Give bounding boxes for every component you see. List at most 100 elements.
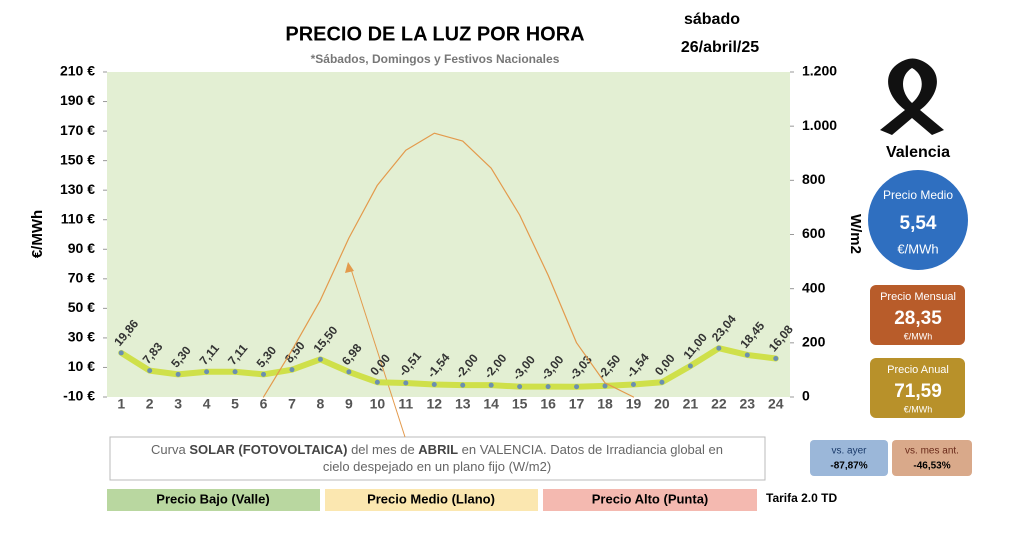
y-tick-label: 70 € [68,270,95,286]
x-tick-label: 13 [455,396,471,412]
price-marker [403,380,409,386]
ribbon-icon [880,58,944,135]
average-unit: €/MWh [897,241,938,256]
y2-tick-label: 400 [802,279,826,295]
y2-tick-label: 1.200 [802,63,837,79]
vs-yesterday-box [810,440,888,476]
band-label: Precio Alto (Punta) [592,491,709,506]
monthly-label: Precio Mensual [880,291,956,303]
x-tick-label: 1 [117,396,125,412]
chart-subtitle: *Sábados, Domingos y Festivos Nacionales [311,52,560,66]
x-tick-label: 18 [597,396,613,412]
yearly-box [870,358,965,418]
annotation-text: Curva [151,442,189,457]
y-tick-label: 210 € [60,63,95,79]
price-marker [431,382,437,388]
y-tick-label: 130 € [60,181,95,197]
vs-month-value: -46,53% [913,461,950,472]
price-marker [175,371,181,377]
y-tick-label: 50 € [68,299,95,315]
monthly-value: 28,35 [894,308,942,329]
price-line [118,345,779,390]
annotation-text: SOLAR (FOTOVOLTAICA) [189,442,347,457]
x-tick-label: 8 [317,396,325,412]
x-tick-label: 2 [146,396,154,412]
y-axis-label: €/MWh [29,210,46,258]
x-tick-label: 5 [231,396,239,412]
y2-tick-label: 0 [802,388,810,404]
city: Valencia [886,144,950,161]
y-tick-label: 90 € [68,240,95,256]
x-tick-label: 15 [512,396,528,412]
annotation: Curva SOLAR (FOTOVOLTAICA) del mes de AB… [151,442,723,474]
x-tick-label: 24 [768,396,784,412]
annotation-line: Curva SOLAR (FOTOVOLTAICA) del mes de AB… [151,442,723,457]
price-marker [374,379,380,385]
yearly-unit: €/MWh [904,404,933,414]
x-tick-label: 3 [174,396,182,412]
price-marker [602,383,608,389]
y2-tick-label: 800 [802,171,826,187]
price-marker [659,379,665,385]
date: 26/abril/25 [681,39,759,56]
y-tick-label: 190 € [60,92,95,108]
annotation-text: cielo despejado en un plano fijo (W/m2) [323,459,551,474]
price-marker [574,384,580,390]
vs-yesterday-label: vs. ayer [831,446,867,457]
x-tick-label: 6 [260,396,268,412]
average-value: 5,54 [900,213,937,234]
band-high [543,489,757,511]
vs-month-label: vs. mes ant. [905,446,959,457]
day: sábado [684,11,740,28]
y-tick-label: 150 € [60,151,95,167]
price-marker [346,369,352,375]
yearly-label: Precio Anual [887,364,949,376]
price-marker [147,368,153,374]
vs-yesterday-value: -87,87% [830,461,867,472]
average-label: Precio Medio [883,188,953,202]
annotation-text: ABRIL [418,442,458,457]
band-label: Precio Medio (Llano) [367,491,495,506]
price-marker [204,369,210,375]
x-tick-label: 17 [569,396,585,412]
plot-area [107,72,790,397]
arrow-head [345,262,354,273]
y-tick-label: -10 € [63,388,95,404]
band-mid [325,489,538,511]
y2-tick-label: 1.000 [802,117,837,133]
y-tick-label: 30 € [68,329,95,345]
y2-tick-label: 600 [802,225,826,241]
price-marker [232,369,238,375]
average-circle [868,170,968,270]
y-tick-label: 170 € [60,122,95,138]
price-marker [317,356,323,362]
y2-axis-label: W/m2 [847,214,864,254]
vs-month-box [892,440,972,476]
price-marker [630,382,636,388]
monthly-unit: €/MWh [904,331,933,341]
x-tick-label: 11 [398,396,413,412]
price-marker [744,352,750,358]
yearly-value: 71,59 [894,381,942,402]
chart-title: PRECIO DE LA LUZ POR HORA [285,23,584,45]
price-marker [773,355,779,361]
price-marker [687,363,693,369]
x-tick-label: 20 [654,396,670,412]
solar-line [262,132,635,398]
band-low [107,489,320,511]
y2-tick-label: 200 [802,334,826,350]
x-tick-label: 22 [711,396,727,412]
x-tick-label: 9 [345,396,353,412]
annotation-text: en VALENCIA. Datos de Irradiancia global… [458,442,723,457]
band-label: Precio Bajo (Valle) [156,491,269,506]
x-tick-label: 10 [370,396,386,412]
x-tick-label: 7 [288,396,296,412]
x-tick-label: 4 [203,396,211,412]
tariff: Tarifa 2.0 TD [766,491,837,505]
price-marker [545,384,551,390]
price-marker [289,367,295,373]
y-tick-label: 110 € [61,210,95,226]
price-marker [517,384,523,390]
annotation-text: del mes de [347,442,418,457]
